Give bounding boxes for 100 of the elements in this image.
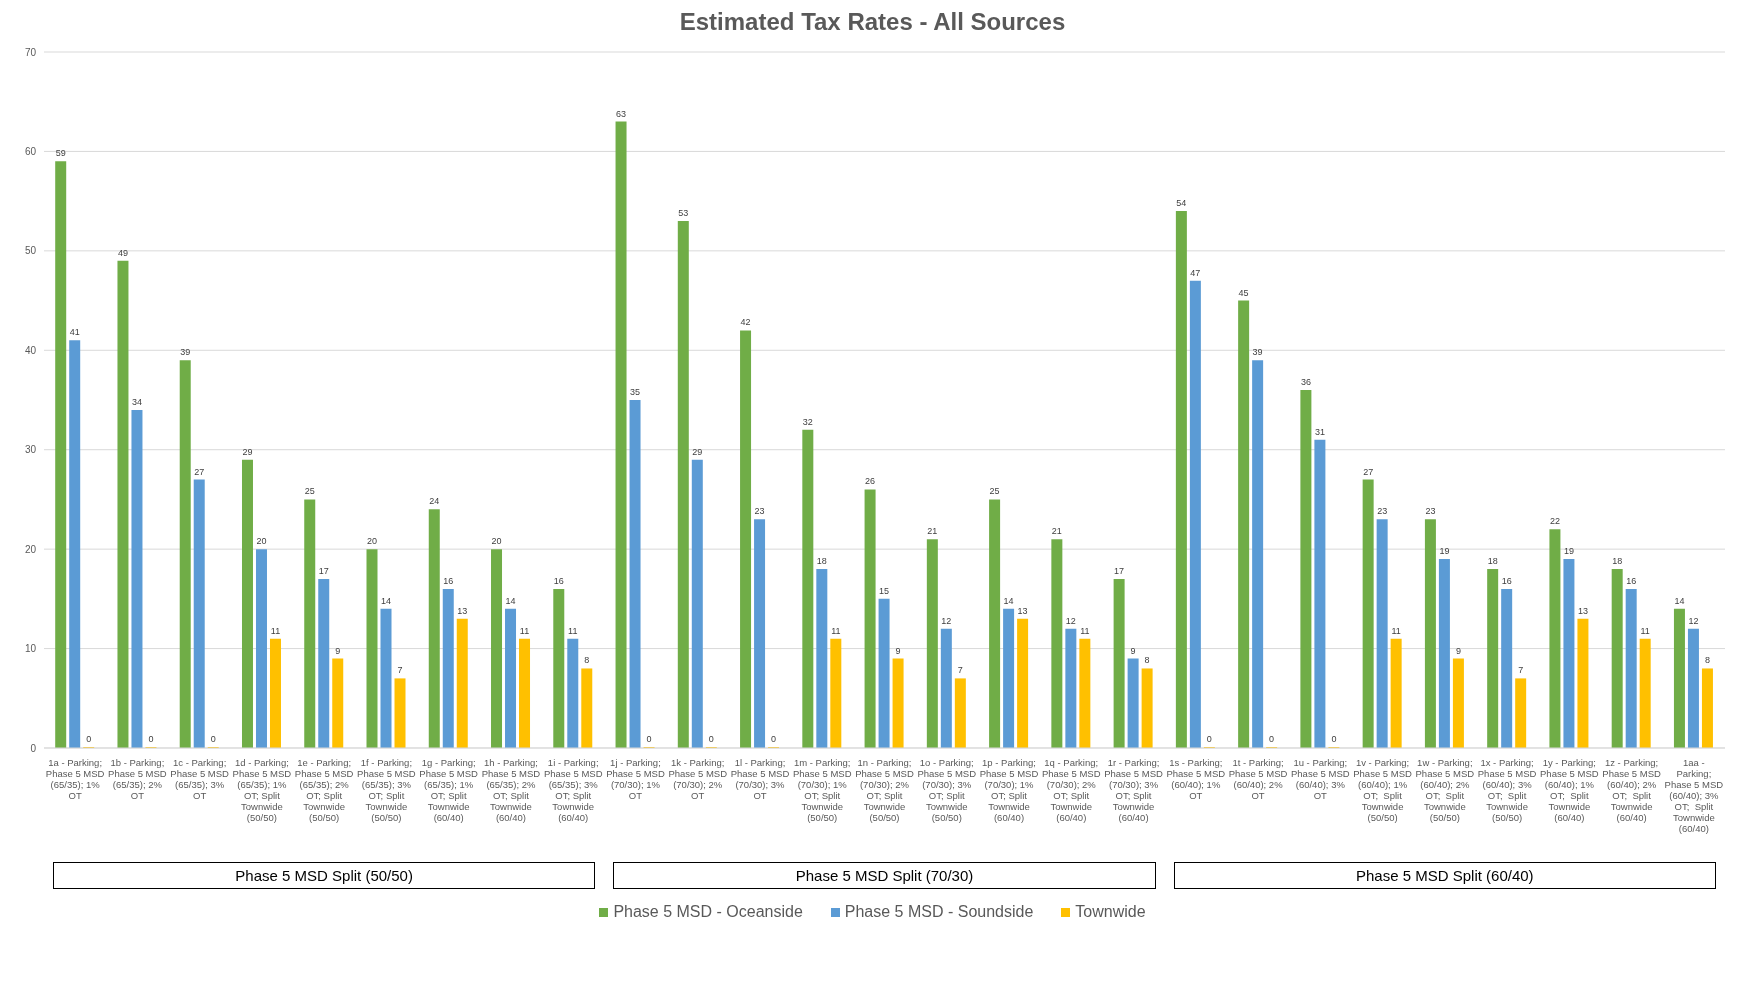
x-tick-label: 1t - Parking; Phase 5 MSD (60/40); 2% OT [1228,757,1288,801]
data-label: 19 [1563,546,1574,557]
data-label: 0 [86,734,92,744]
y-tick-label: 0 [30,742,37,754]
data-label: 7 [397,665,403,676]
data-label: 23 [1425,506,1436,517]
text: Phase 5 MSD Split (70/30) [613,862,1156,889]
data-label: 8 [1704,655,1710,666]
y-tick-label: 70 [24,46,37,58]
x-tick-label: 1d - Parking; Phase 5 MSD (65/35); 1% OT; Split Townwide (50/50) [232,757,292,823]
data-label: 54 [1176,198,1187,209]
data-label: 16 [1626,575,1637,586]
data-label: 18 [1487,556,1498,567]
y-tick-label: 30 [24,444,37,456]
x-tick-label: 1c - Parking; Phase 5 MSD (65/35); 3% OT [170,757,230,801]
x-tick-label: 1g - Parking; Phase 5 MSD (65/35); 1% OT; Split Townwide (60/40) [419,757,479,823]
data-label: 9 [335,645,341,656]
data-label: 39 [1252,347,1263,358]
x-tick-label: 1v - Parking; Phase 5 MSD (60/40); 1% OT; Split Townwide (50/50) [1353,757,1413,823]
data-label: 22 [1549,516,1560,527]
data-label: 11 [831,625,841,636]
data-label: 53 [678,208,689,219]
x-tick-label: 1b - Parking; Phase 5 MSD (65/35); 2% OT [108,757,167,801]
chart-title: Estimated Tax Rates - All Sources [678,8,1067,36]
x-tick-label: 1k - Parking; Phase 5 MSD (70/30); 2% OT [668,757,728,801]
data-label: 29 [242,446,253,457]
data-label: 16 [1501,575,1512,586]
data-label: 14 [505,595,516,606]
data-label: 21 [1051,526,1062,537]
data-label: 15 [879,585,890,596]
data-label: 12 [1065,615,1076,626]
data-label: 12 [1688,615,1699,626]
data-label: 39 [180,347,191,358]
data-label: 11 [270,625,281,636]
data-label: 0 [708,734,714,744]
data-label: 17 [318,565,329,576]
data-label: 7 [957,665,963,676]
data-label: 26 [865,476,876,487]
x-tick-label: 1s - Parking; Phase 5 MSD (60/40); 1% OT [1166,757,1226,801]
data-label: 0 [148,734,154,744]
y-tick-label: 50 [24,245,37,257]
y-tick-label: 10 [24,643,37,655]
data-label: 9 [1455,645,1461,656]
data-label: 49 [117,247,128,258]
data-label: 25 [304,486,315,497]
data-label: 23 [1377,506,1388,517]
data-label: 23 [754,506,765,517]
data-label: 41 [69,327,80,338]
data-label: 9 [1130,645,1136,656]
data-label: 7 [1518,665,1524,676]
data-label: 18 [1612,556,1623,567]
data-label: 20 [367,536,378,547]
data-label: 14 [1674,595,1685,606]
y-tick-label: 40 [24,344,37,356]
x-tick-label: 1p - Parking; Phase 5 MSD (70/30); 1% OT; Split Townwide (60/40) [979,757,1039,823]
text: Phase 5 MSD Split (50/50) [53,862,596,889]
data-label: 31 [1314,426,1325,437]
data-label: 36 [1300,377,1311,388]
data-label: 20 [491,536,502,547]
x-tick-label: 1f - Parking; Phase 5 MSD (65/35); 3% OT; Split Townwide (50/50) [357,757,416,823]
y-tick-label: 20 [24,543,37,555]
data-label: 14 [381,595,392,606]
x-tick-label: 1r - Parking; Phase 5 MSD (70/30); 3% OT; Split Townwide (60/40) [1104,757,1163,823]
data-label: 0 [1206,734,1212,744]
data-label: 11 [1640,625,1650,636]
data-label: 29 [692,446,703,457]
data-label: 34 [131,396,142,407]
data-label: 8 [1144,655,1150,666]
data-label: 11 [1080,625,1090,636]
data-label: 8 [584,655,590,666]
x-tick-label: 1e - Parking; Phase 5 MSD (65/35); 2% OT; Split Townwide (50/50) [294,757,354,823]
x-tick-label: 1j - Parking; Phase 5 MSD (70/30); 1% OT [606,757,665,801]
data-label: 17 [1114,565,1125,576]
data-label: 24 [429,496,440,507]
data-label: 27 [194,466,205,477]
x-tick-label: 1h - Parking; Phase 5 MSD (65/35); 2% OT; Split Townwide (60/40) [481,757,541,823]
data-label: 11 [568,625,578,636]
data-label: 59 [55,148,66,159]
data-label: 11 [519,625,530,636]
data-label: 0 [771,734,777,744]
data-label: 14 [1003,595,1014,606]
data-label: 47 [1190,267,1201,278]
x-tick-label: 1n - Parking; Phase 5 MSD (70/30); 2% OT; Split Townwide (50/50) [855,757,914,823]
legend-label: Phase 5 MSD - Oceanside [613,903,803,921]
data-label: 16 [553,575,564,586]
data-label: 0 [1331,734,1337,744]
x-tick-label: 1z - Parking; Phase 5 MSD (60/40); 2% OT; Split Townwide (60/40) [1602,757,1662,823]
x-tick-label: 1o - Parking; Phase 5 MSD (70/30); 3% OT; Split Townwide (50/50) [917,757,977,823]
legend-label: Phase 5 MSD - Soundside [844,903,1034,921]
data-label: 12 [941,615,952,626]
x-tick-label: 1y - Parking; Phase 5 MSD (60/40); 1% OT; Split Townwide (60/40) [1540,757,1599,823]
data-label: 16 [443,575,454,586]
data-label: 63 [616,108,627,119]
y-tick-label: 60 [24,145,37,157]
legend-label: Townwide [1075,903,1146,921]
x-tick-label: 1aa - Parking; Phase 5 MSD (60/40); 3% OT; Split Townwide (60/40) [1664,757,1724,834]
data-label: 0 [1269,734,1275,744]
x-tick-label: 1a - Parking; Phase 5 MSD (65/35); 1% OT [45,757,105,801]
data-label: 9 [895,645,901,656]
data-label: 18 [816,556,827,567]
